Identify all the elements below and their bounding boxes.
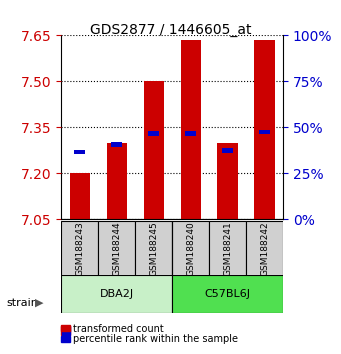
Text: strain: strain [7,298,39,308]
Text: GSM188242: GSM188242 [260,221,269,276]
Bar [222,148,233,153]
Text: percentile rank within the sample: percentile rank within the sample [73,334,238,344]
Text: GSM188241: GSM188241 [223,221,232,276]
Text: ▶: ▶ [35,298,43,308]
Bar [144,81,164,219]
FancyBboxPatch shape [246,221,283,276]
FancyBboxPatch shape [172,275,283,313]
Bar [74,149,85,154]
FancyBboxPatch shape [61,221,98,276]
Text: GSM188244: GSM188244 [112,221,121,276]
Bar [254,40,275,219]
Bar [180,40,201,219]
Text: C57BL6J: C57BL6J [205,289,251,299]
FancyBboxPatch shape [98,221,135,276]
Text: GSM188240: GSM188240 [186,221,195,276]
Bar [107,143,127,219]
Bar [259,130,270,135]
Text: GSM188243: GSM188243 [75,221,84,276]
Text: transformed count: transformed count [73,324,164,333]
Text: DBA2J: DBA2J [100,289,134,299]
Text: GDS2877 / 1446605_at: GDS2877 / 1446605_at [90,23,251,37]
Bar [70,173,90,219]
FancyBboxPatch shape [209,221,246,276]
Bar [148,131,159,136]
FancyBboxPatch shape [135,221,172,276]
Bar [185,131,196,136]
FancyBboxPatch shape [172,221,209,276]
Bar [218,143,238,219]
Bar [111,142,122,147]
FancyBboxPatch shape [61,275,172,313]
Text: GSM188245: GSM188245 [149,221,158,276]
